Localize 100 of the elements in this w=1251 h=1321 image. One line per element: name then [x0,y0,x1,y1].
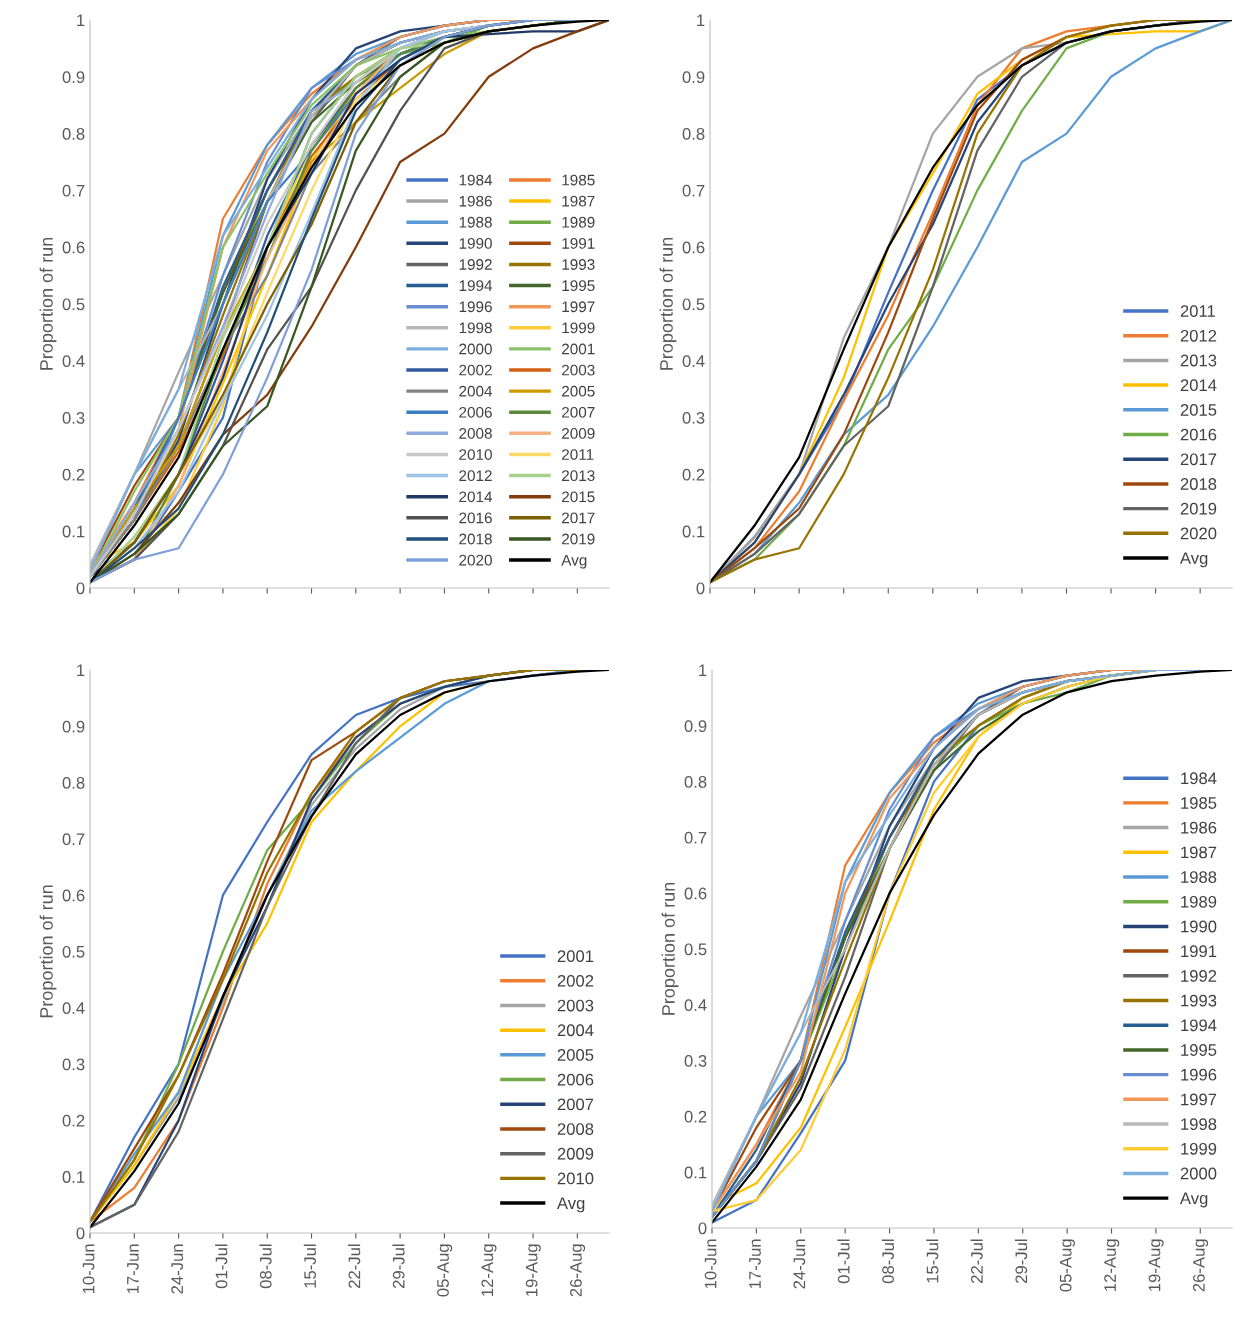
y-tick-label: 0.7 [62,184,85,197]
y-tick-label: 0.7 [62,833,85,846]
y-tick-label: 0 [76,582,85,595]
y-tick-label: 0 [696,582,705,595]
legend-label: 2010 [557,1172,594,1185]
y-tick-label: 1 [77,664,85,677]
y-axis-title: Proportion of run [39,885,57,1018]
y-tick-label: 0.2 [62,468,85,481]
legend-label: 2020 [1180,527,1217,540]
y-axis-title: Proportion of run [39,237,57,370]
y-tick-label: 0.5 [62,298,85,311]
x-tick-label: 05-Aug [437,1244,453,1297]
legend-label: 2011 [562,449,594,460]
x-tick-label: 26-Aug [570,1244,586,1297]
legend-label: 2009 [562,428,595,439]
y-tick-label: 0.8 [684,776,707,788]
x-tick-label: 24-Jun [171,1244,184,1294]
legend-label: 2007 [557,1098,594,1111]
legend-label: 2003 [562,364,595,376]
legend-label: 1995 [562,280,595,292]
legend-label: 2019 [1180,502,1217,515]
y-tick-label: 0.4 [62,355,85,367]
legend-label: 2006 [459,406,492,418]
y-tick-label: 1 [699,664,707,677]
y-tick-label: 0.4 [682,355,705,367]
x-tick-label: 08-Jul [881,1239,895,1284]
legend-label: 2012 [1180,329,1217,342]
y-tick-label: 0.2 [684,1110,707,1123]
y-tick-label: 0.3 [684,1055,707,1067]
legend-label: 1986 [1181,821,1217,834]
legend-label: 1986 [459,195,492,207]
legend-label: 1993 [1181,994,1217,1007]
legend-label: 1998 [459,322,492,334]
legend-label: 1984 [459,174,493,186]
legend-label: 2017 [562,512,595,524]
y-tick-label: 0.3 [62,412,85,424]
x-tick-label: 19-Aug [1148,1239,1164,1291]
y-tick-label: 0.4 [684,999,707,1011]
legend-label: Avg [561,554,587,569]
legend-label: Avg [1179,1192,1208,1208]
legend-label: 2011 [1180,305,1215,317]
legend-label: 1993 [562,259,595,270]
legend-label: 1990 [459,237,492,249]
x-tick-label: 29-Jul [1014,1239,1028,1283]
legend-label: 1996 [1181,1068,1217,1081]
legend-label: 2010 [459,449,492,460]
x-tick-label: 01-Jul [837,1239,850,1284]
y-tick-label: 0.3 [682,412,705,424]
legend-label: 2001 [557,950,594,963]
x-tick-label: 24-Jun [793,1239,806,1289]
x-tick-label: 17-Jun [749,1239,761,1289]
y-tick-label: 0.6 [62,241,85,254]
x-tick-label: 12-Aug [481,1244,497,1296]
y-axis-title: Proportion of run [659,237,677,370]
legend-label: 2008 [459,428,492,439]
y-tick-label: 0.9 [684,720,707,732]
y-tick-label: 0 [698,1222,707,1235]
legend-label: 1991 [562,237,595,249]
y-tick-label: 0.9 [62,71,85,83]
legend-label: 2014 [1180,379,1217,392]
y-tick-label: 1 [77,14,85,27]
legend-label: 1997 [562,301,595,313]
y-tick-label: 0.8 [62,128,85,140]
legend-label: 1998 [1181,1118,1217,1131]
y-tick-label: 0.7 [684,831,707,844]
legend-label: 1984 [1181,772,1217,785]
legend-label: 1992 [459,259,492,270]
y-tick-label: 0.8 [682,128,705,140]
legend-label: 2012 [459,470,492,482]
legend-label: 2000 [1180,1167,1217,1180]
x-tick-label: 22-Jul [348,1244,361,1288]
y-tick-label: 0.5 [682,298,705,311]
legend-label: 1985 [562,174,595,186]
legend-label: 2017 [1180,453,1217,466]
y-tick-label: 0.5 [684,943,707,956]
legend-label: 2016 [459,512,492,524]
x-tick-label: 05-Aug [1059,1239,1075,1292]
legend-label: 2009 [557,1147,594,1160]
y-tick-label: 0 [76,1227,85,1240]
legend-label: 2020 [459,554,492,566]
y-tick-label: 0.9 [62,720,85,733]
x-tick-label: 15-Jul [303,1244,316,1288]
legend-label: 2019 [562,533,595,545]
legend-label: 2004 [459,385,493,397]
x-tick-label: 19-Aug [525,1244,541,1296]
y-tick-label: 0.7 [682,184,705,197]
legend-label: 1999 [562,322,595,334]
legend-label: 1994 [1181,1019,1217,1032]
legend-label: 1990 [1181,920,1217,933]
legend-label: 1995 [1181,1044,1217,1056]
legend-label: 1989 [562,216,595,228]
legend-label: 1989 [1181,895,1217,908]
y-tick-label: 0.1 [682,525,705,538]
legend-label: 2002 [557,974,594,987]
legend-label: 2013 [562,470,595,482]
y-axis-title: Proportion of run [661,882,679,1015]
legend-label: 2005 [562,385,595,397]
x-tick-label: 08-Jul [259,1244,272,1289]
legend-label: 1996 [459,301,492,313]
legend-label: 1987 [1181,846,1217,859]
